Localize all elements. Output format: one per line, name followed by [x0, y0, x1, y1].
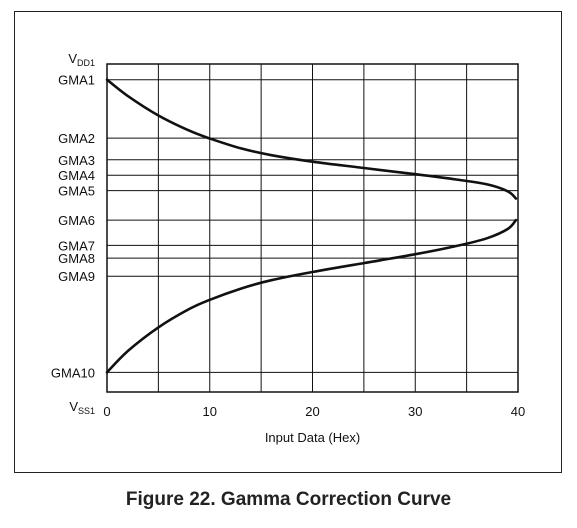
y-level-label-gma9: GMA9	[58, 269, 95, 284]
gamma-curve-2	[105, 218, 518, 374]
gamma-curve-1	[105, 78, 518, 200]
y-level-label-gma2: GMA2	[58, 131, 95, 146]
y-level-label-vdd1: VDD1	[68, 51, 95, 68]
y-level-label-gma6: GMA6	[58, 213, 95, 228]
y-level-label-gma3: GMA3	[58, 153, 95, 168]
y-level-label-gma1: GMA1	[58, 73, 95, 88]
y-level-label-gma10: GMA10	[51, 365, 95, 380]
x-tick-label-10: 10	[203, 404, 217, 419]
y-level-label-gma5: GMA5	[58, 184, 95, 199]
chart-frame: VDD1 GMA1 GMA2 GMA3 GMA4 GMA5 GMA6 GMA7 GMA8 GMA9…	[14, 11, 562, 473]
x-tick-label-40: 40	[511, 404, 525, 419]
x-axis-label: Input Data (Hex)	[265, 430, 360, 445]
figure-caption: Figure 22. Gamma Correction Curve	[125, 489, 452, 510]
x-tick-labels: 0 10 20 30 40	[103, 404, 525, 419]
y-level-label-gma7: GMA7	[58, 238, 95, 253]
y-level-label-gma8: GMA8	[58, 251, 95, 266]
curves	[105, 78, 518, 374]
y-level-label-vss1: VSS1	[69, 399, 95, 416]
grid	[107, 64, 518, 392]
y-level-label-gma4: GMA4	[58, 168, 95, 183]
plot-area	[106, 63, 519, 393]
x-tick-label-20: 20	[305, 404, 319, 419]
x-tick-label-30: 30	[408, 404, 422, 419]
x-tick-label-0: 0	[103, 404, 110, 419]
